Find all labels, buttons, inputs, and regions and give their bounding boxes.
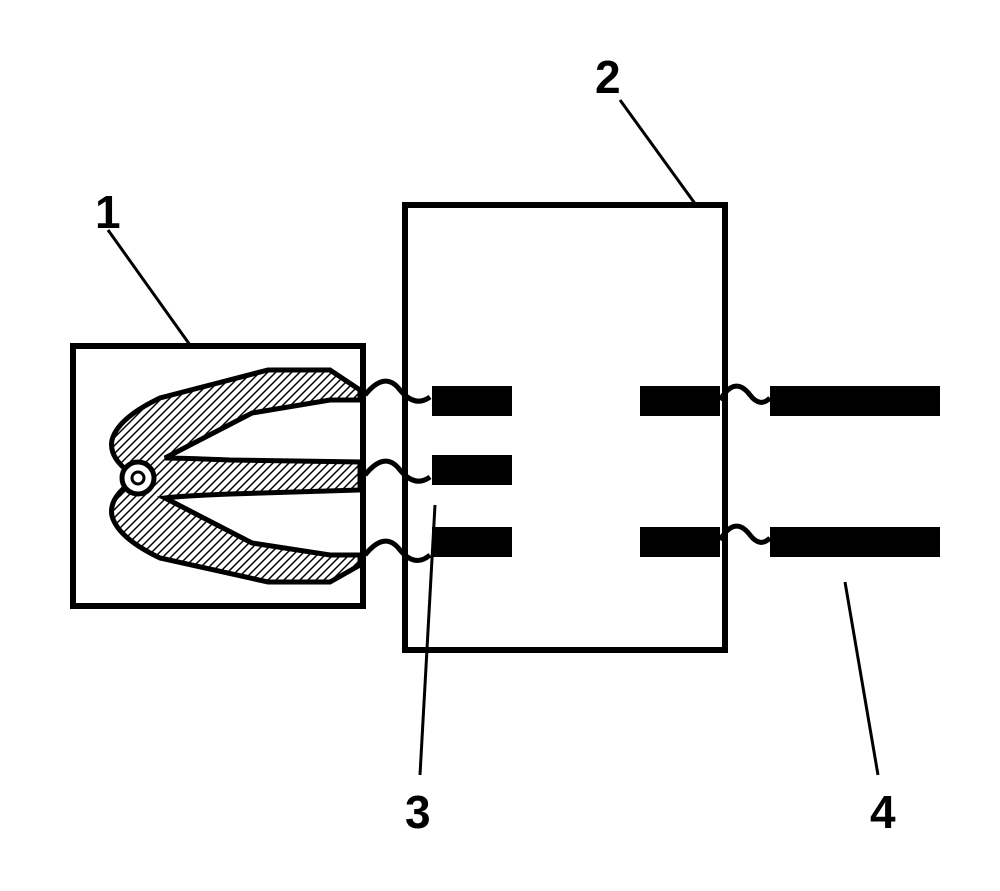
- label-3: 3: [405, 785, 431, 839]
- leader-line-2: [620, 100, 696, 205]
- pad-left-3: [432, 527, 512, 557]
- leader-line-1: [108, 230, 190, 345]
- leader-line-4: [845, 582, 878, 775]
- schematic-svg: [0, 0, 1000, 886]
- diagram-container: 1 2 3 4: [0, 0, 1000, 886]
- label-4: 4: [870, 785, 896, 839]
- component-box-2: [405, 205, 725, 650]
- leader-line-3: [420, 505, 435, 775]
- label-1: 1: [95, 185, 121, 239]
- trace-right-1: [770, 386, 940, 416]
- bond-wire-1: [365, 381, 430, 401]
- label-2: 2: [595, 50, 621, 104]
- sensor-element: [112, 370, 360, 582]
- pad-right-inner-1: [640, 386, 720, 416]
- trace-right-2: [770, 527, 940, 557]
- bond-wire-3: [365, 541, 430, 560]
- pad-right-inner-2: [640, 527, 720, 557]
- bond-wire-2: [365, 461, 430, 481]
- pad-left-1: [432, 386, 512, 416]
- pad-left-2: [432, 455, 512, 485]
